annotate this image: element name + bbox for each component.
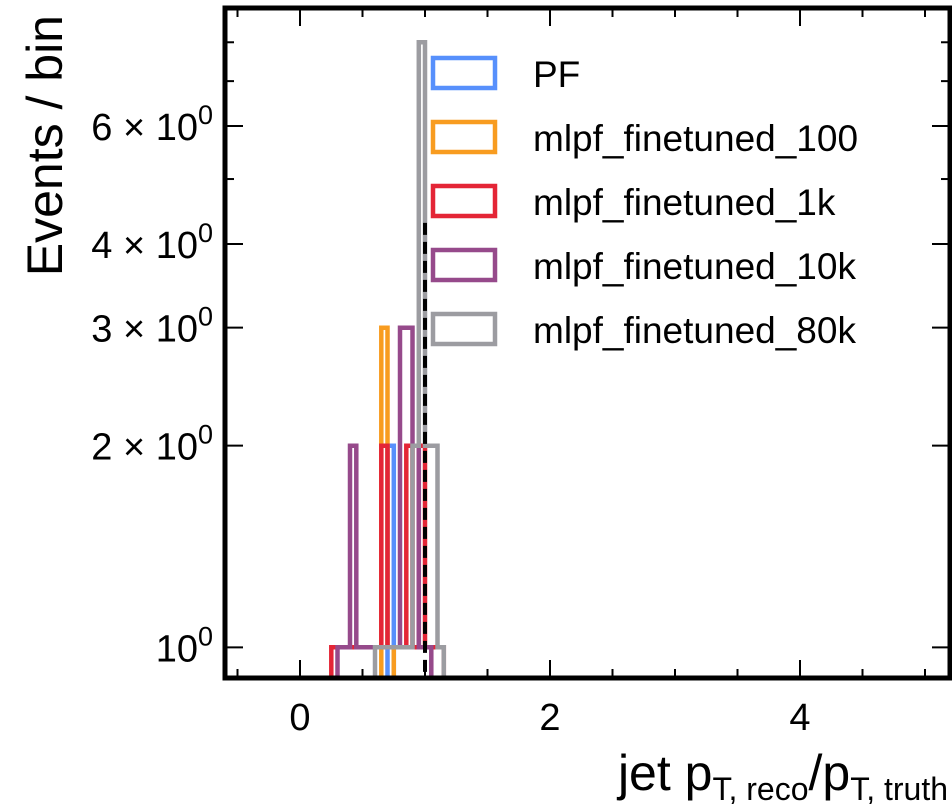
x-tick-label: 0 bbox=[289, 697, 310, 739]
legend-swatch bbox=[430, 247, 498, 283]
y-tick-label: 4 × 100 bbox=[91, 218, 213, 267]
x-axis-label-main: jet p bbox=[616, 745, 713, 801]
y-tick-label: 6 × 100 bbox=[91, 100, 213, 149]
y-axis-label: Events / bin bbox=[17, 15, 73, 276]
x-tick-label: 2 bbox=[539, 697, 560, 739]
tick-layer: 0 2 4 100 2 × 100 3 × 100 4 × 100 6 × 100 bbox=[91, 7, 950, 739]
histogram-layer bbox=[329, 40, 447, 680]
legend-label: mlpf_finetuned_80k bbox=[533, 310, 856, 351]
legend-label: mlpf_finetuned_1k bbox=[533, 182, 836, 223]
y-tick-label: 3 × 100 bbox=[91, 302, 213, 351]
legend-label: mlpf_finetuned_10k bbox=[533, 246, 856, 287]
x-axis-label-sub1: T, reco bbox=[712, 771, 808, 804]
legend-swatch bbox=[430, 119, 498, 155]
legend-swatch bbox=[430, 311, 498, 347]
legend-swatch bbox=[430, 55, 498, 91]
legend: PF mlpf_finetuned_100 mlpf_finetuned_1kmlp… bbox=[430, 54, 858, 351]
legend-label: mlpf_finetuned_100 bbox=[533, 118, 858, 159]
plot-frame bbox=[222, 5, 952, 681]
legend-swatch bbox=[430, 183, 498, 219]
x-axis-label-slash: /p bbox=[808, 745, 850, 801]
y-tick-label: 2 × 100 bbox=[91, 420, 213, 469]
x-axis-label: jet pT, reco/pT, truth bbox=[616, 745, 948, 804]
x-axis-label-sub2: T, truth bbox=[850, 771, 948, 804]
x-tick-label: 4 bbox=[789, 697, 810, 739]
y-tick-label: 100 bbox=[156, 621, 213, 670]
legend-label: PF bbox=[533, 54, 580, 95]
histogram-series-4 bbox=[372, 40, 447, 680]
